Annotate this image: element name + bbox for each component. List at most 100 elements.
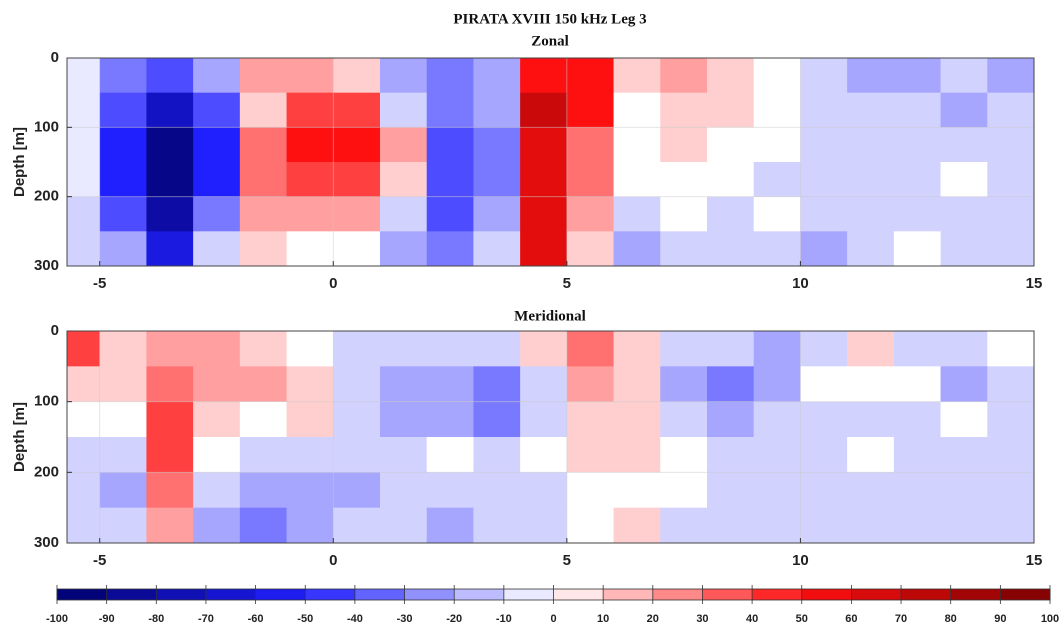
cell bbox=[286, 331, 334, 367]
cell bbox=[613, 437, 661, 473]
cell bbox=[613, 401, 661, 438]
cell bbox=[800, 58, 848, 94]
cell bbox=[800, 366, 848, 403]
y-axis-label: Depth [m] bbox=[11, 127, 28, 197]
x-tick-label: 10 bbox=[792, 552, 809, 569]
cell bbox=[333, 58, 381, 94]
cell bbox=[193, 162, 241, 198]
colorbar-segment bbox=[255, 589, 306, 600]
colorbar-tick-label: 0 bbox=[550, 613, 556, 625]
cell bbox=[987, 437, 1034, 473]
cell bbox=[193, 507, 241, 543]
cell bbox=[286, 401, 334, 438]
cell bbox=[426, 437, 474, 473]
cell bbox=[146, 162, 194, 198]
cell bbox=[660, 401, 708, 438]
cell bbox=[987, 162, 1034, 198]
cell bbox=[193, 401, 241, 438]
plot-frame bbox=[66, 330, 1035, 544]
cell bbox=[800, 231, 848, 266]
cell bbox=[520, 472, 568, 509]
cell bbox=[193, 437, 241, 473]
cell bbox=[893, 437, 942, 473]
cell bbox=[893, 196, 942, 232]
colorbar-tick-label: -70 bbox=[198, 613, 214, 625]
colorbar-tick-label: 90 bbox=[994, 613, 1006, 625]
cell bbox=[660, 231, 708, 266]
colorbar-tick-label: -100 bbox=[46, 613, 68, 625]
cell bbox=[940, 401, 988, 438]
cell bbox=[426, 507, 474, 543]
cell bbox=[753, 472, 801, 509]
y-tick-label: 100 bbox=[34, 118, 59, 135]
cell bbox=[660, 472, 708, 509]
cell bbox=[753, 127, 801, 163]
cell bbox=[239, 162, 288, 198]
cell bbox=[987, 92, 1034, 128]
cell bbox=[379, 331, 428, 367]
cell bbox=[99, 507, 147, 543]
cell bbox=[426, 92, 474, 128]
cell bbox=[379, 437, 428, 473]
cell bbox=[286, 437, 334, 473]
x-tick-label: 5 bbox=[563, 275, 571, 292]
cell bbox=[146, 401, 194, 438]
x-tick-label: 0 bbox=[329, 275, 337, 292]
cell bbox=[800, 507, 848, 543]
cell bbox=[706, 92, 755, 128]
cell bbox=[847, 162, 895, 198]
y-tick-label: 0 bbox=[51, 322, 59, 339]
cell bbox=[566, 231, 615, 266]
cell bbox=[286, 366, 334, 403]
cell bbox=[800, 472, 848, 509]
colorbar-tick-label: -20 bbox=[446, 613, 462, 625]
cell bbox=[987, 58, 1034, 94]
cell bbox=[67, 366, 101, 403]
colorbar-tick-label: 70 bbox=[895, 613, 907, 625]
cell bbox=[940, 366, 988, 403]
cell bbox=[613, 366, 661, 403]
colorbar-segment bbox=[404, 589, 455, 600]
cell bbox=[239, 437, 288, 473]
cell bbox=[847, 196, 895, 232]
cell bbox=[893, 58, 942, 94]
cell bbox=[706, 331, 755, 367]
cell bbox=[99, 127, 147, 163]
cell bbox=[286, 231, 334, 266]
cell bbox=[706, 127, 755, 163]
y-tick-label: 300 bbox=[34, 257, 59, 274]
cell bbox=[333, 92, 381, 128]
cell bbox=[847, 331, 895, 367]
x-tick-label: 5 bbox=[563, 552, 571, 569]
cell bbox=[426, 472, 474, 509]
cell bbox=[99, 92, 147, 128]
cell bbox=[146, 437, 194, 473]
cell bbox=[566, 92, 615, 128]
cell bbox=[146, 507, 194, 543]
cell bbox=[660, 437, 708, 473]
chart-title: PIRATA XVIII 150 kHz Leg 3 bbox=[453, 11, 646, 27]
cell bbox=[613, 507, 661, 543]
colorbar-segment bbox=[652, 589, 703, 600]
cell bbox=[660, 92, 708, 128]
cell bbox=[706, 472, 755, 509]
cell bbox=[613, 231, 661, 266]
cell bbox=[520, 231, 568, 266]
colorbar-segment bbox=[503, 589, 554, 600]
cell bbox=[379, 162, 428, 198]
cell bbox=[847, 92, 895, 128]
cell bbox=[987, 331, 1034, 367]
cell bbox=[473, 366, 521, 403]
cell bbox=[520, 401, 568, 438]
cell bbox=[473, 58, 521, 94]
cell bbox=[940, 196, 988, 232]
cell bbox=[379, 401, 428, 438]
cell bbox=[333, 401, 381, 438]
cell bbox=[67, 162, 101, 198]
cell bbox=[893, 92, 942, 128]
cell bbox=[847, 401, 895, 438]
colorbar-segment bbox=[702, 589, 753, 600]
cell bbox=[987, 366, 1034, 403]
cell bbox=[520, 507, 568, 543]
